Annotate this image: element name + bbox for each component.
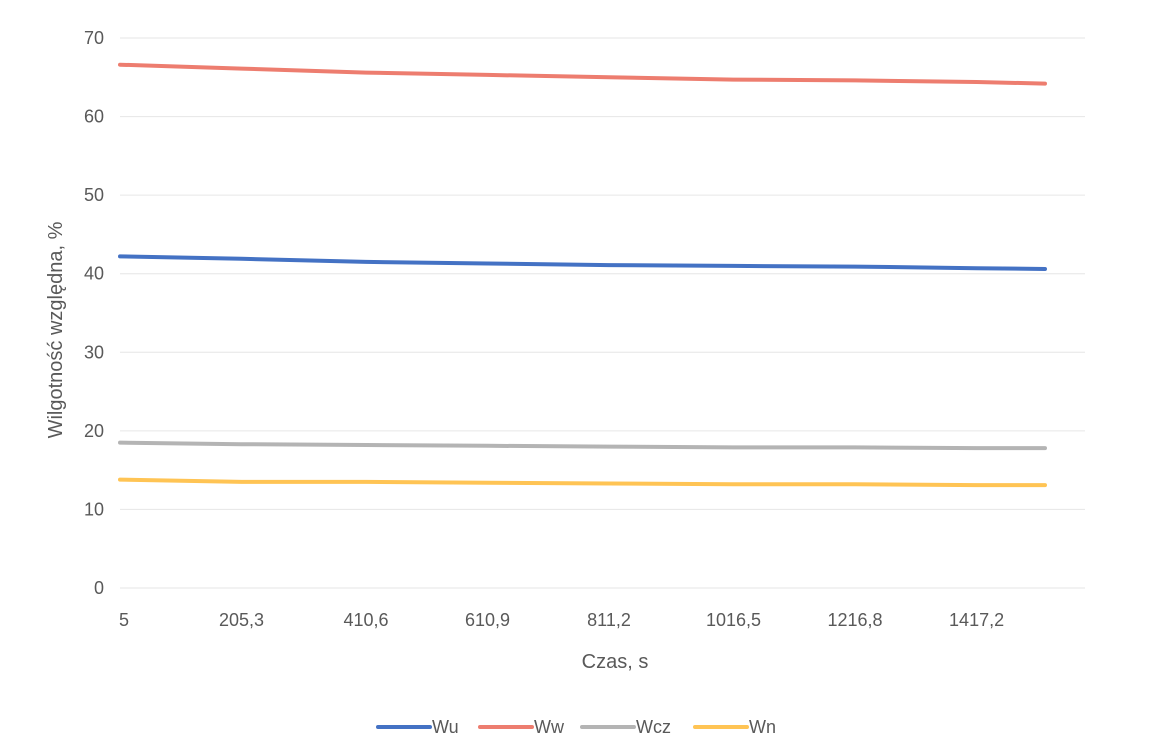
x-tick-label: 410,6 (343, 610, 388, 630)
x-tick-label: 205,3 (219, 610, 264, 630)
series-line-ww (118, 62, 1047, 86)
legend-item-wcz: Wcz (580, 717, 671, 737)
y-tick-label: 40 (84, 264, 104, 284)
legend-item-wn: Wn (693, 717, 776, 737)
legend-item-ww: Ww (478, 717, 565, 737)
legend-item-wu: Wu (376, 717, 459, 737)
gridlines (120, 37, 1085, 589)
x-tick-label: 610,9 (465, 610, 510, 630)
y-tick-label: 60 (84, 107, 104, 127)
legend: Wu Ww Wcz Wn (376, 717, 776, 737)
y-tick-label: 50 (84, 185, 104, 205)
legend-label: Wu (432, 717, 459, 737)
x-axis-ticks: 5 205,3 410,6 610,9 811,2 1016,5 1216,8 1417,2 (119, 610, 1004, 630)
y-axis-title: Wilgotność względna, % (45, 221, 67, 438)
x-tick-label: 5 (119, 610, 129, 630)
legend-label: Ww (534, 717, 565, 737)
x-tick-label: 1216,8 (827, 610, 882, 630)
y-tick-label: 20 (84, 421, 104, 441)
series-line-wcz (118, 440, 1047, 451)
legend-label: Wcz (636, 717, 671, 737)
y-tick-label: 70 (84, 28, 104, 48)
x-tick-label: 1016,5 (706, 610, 761, 630)
series-line-wu (118, 254, 1047, 271)
series-line-wn (118, 477, 1047, 488)
series-lines (118, 62, 1047, 488)
y-tick-label: 10 (84, 499, 104, 519)
x-tick-label: 811,2 (587, 610, 631, 630)
legend-label: Wn (749, 717, 776, 737)
y-tick-label: 30 (84, 342, 104, 362)
y-tick-label: 0 (94, 578, 104, 598)
x-tick-label: 1417,2 (949, 610, 1004, 630)
y-axis-ticks: 0 10 20 30 40 50 60 70 (84, 28, 104, 598)
x-axis-title: Czas, s (582, 651, 649, 673)
